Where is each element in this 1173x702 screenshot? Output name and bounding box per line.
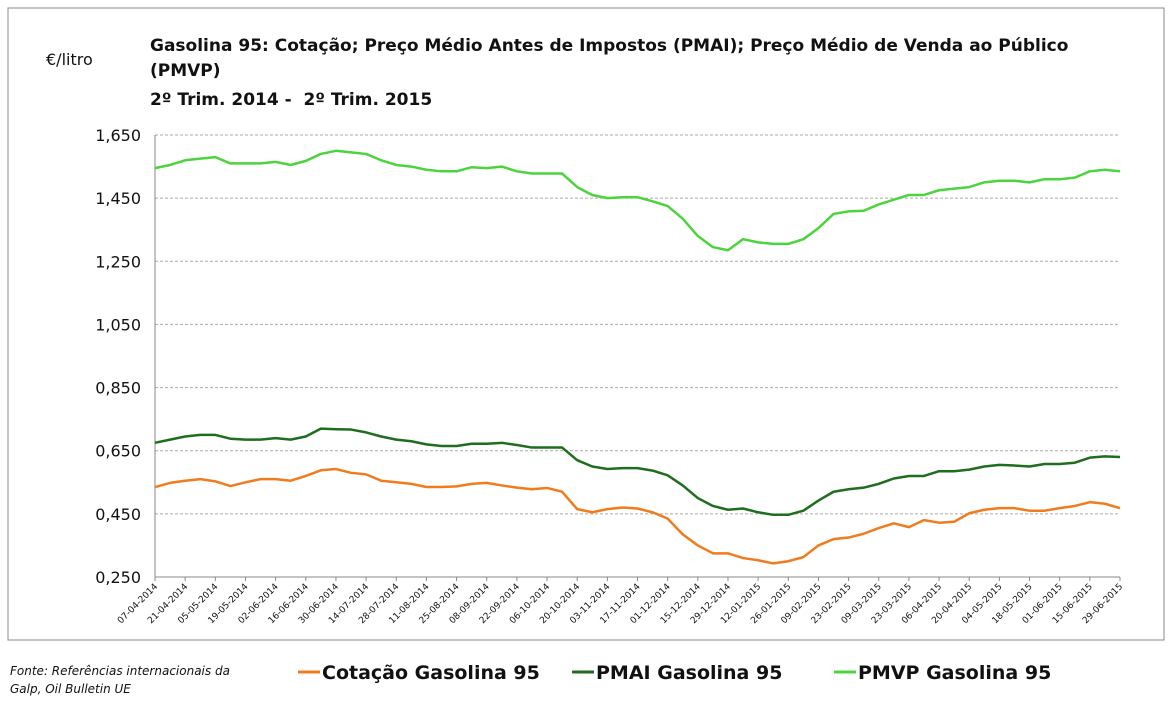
legend-label: Cotação Gasolina 95 <box>322 662 540 684</box>
chart-title: Gasolina 95: Cotação; Preço Médio Antes … <box>150 36 1069 81</box>
y-tick-label: 0,450 <box>95 505 141 524</box>
y-axis-label: €/litro <box>46 50 93 69</box>
y-tick-label: 1,450 <box>95 189 141 208</box>
chart-frame <box>7 7 1165 641</box>
series-line <box>154 149 1121 252</box>
y-tick-label: 1,250 <box>95 252 141 271</box>
y-tick-label: 0,650 <box>95 442 141 461</box>
series-line <box>154 467 1121 565</box>
legend-label: PMVP Gasolina 95 <box>858 662 1051 684</box>
source-note: Fonte: Referências internacionais da Gal… <box>10 664 230 696</box>
y-tick-label: 0,250 <box>95 568 141 587</box>
chart-subtitle: 2º Trim. 2014 - 2º Trim. 2015 <box>150 90 433 110</box>
legend-label: PMAI Gasolina 95 <box>596 662 782 684</box>
y-tick-label: 0,850 <box>95 379 141 398</box>
series-line <box>154 427 1121 517</box>
y-tick-label: 1,050 <box>95 315 141 334</box>
y-tick-label: 1,650 <box>95 126 141 145</box>
